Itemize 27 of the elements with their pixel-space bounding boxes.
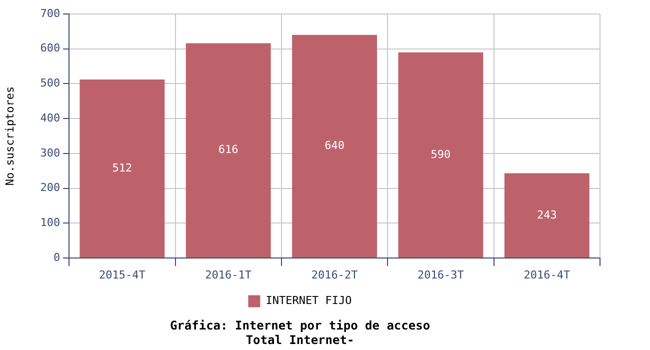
x-tick-label: 2016-4T	[524, 268, 570, 282]
x-tick-label: 2016-2T	[311, 268, 358, 282]
bar	[186, 43, 271, 258]
y-tick-label: 200	[40, 181, 60, 194]
text: Gráfica: Internet por tipo de acceso	[170, 318, 430, 333]
data-label: 590	[430, 148, 451, 161]
legend-label: INTERNET FIJO	[266, 294, 352, 308]
y-tick-label: 500	[40, 76, 60, 90]
y-tick-label: 100	[40, 216, 60, 229]
y-tick-label: 0	[53, 250, 60, 264]
data-label: 640	[324, 139, 344, 152]
data-label: 243	[536, 208, 557, 222]
text: Total Internet-	[246, 332, 354, 347]
data-label: 512	[112, 161, 132, 174]
bar	[80, 80, 165, 258]
data-label: 616	[218, 143, 238, 156]
x-tick-label: 2016-3T	[418, 268, 464, 282]
y-axis-title: No.suscriptores	[3, 86, 16, 186]
y-tick-label: 300	[40, 146, 60, 160]
bar	[398, 52, 484, 258]
y-tick-label: 600	[40, 42, 60, 55]
y-tick-label: 400	[40, 111, 60, 124]
x-tick-label: 2015-4T	[98, 268, 146, 282]
bar	[504, 173, 590, 258]
x-tick-label: 2016-1T	[205, 268, 252, 282]
bar	[292, 34, 378, 258]
y-tick-label: 700	[40, 6, 60, 20]
